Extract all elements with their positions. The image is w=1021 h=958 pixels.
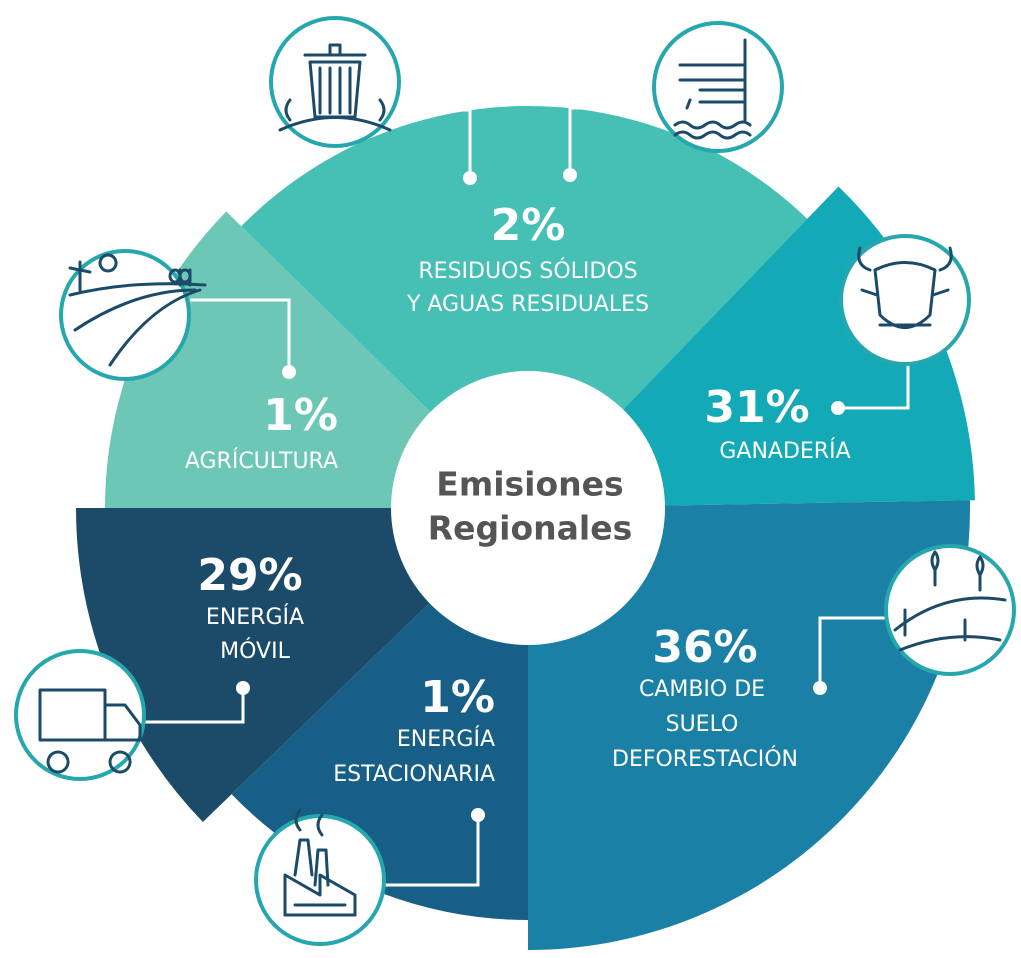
percent: 36% xyxy=(652,622,757,673)
icon-water xyxy=(652,21,784,153)
label: SUELO xyxy=(666,712,739,737)
label: AGRÍCULTURA xyxy=(185,448,338,474)
label: DEFORESTACIÓN xyxy=(612,746,798,772)
segment xyxy=(76,508,528,822)
percent: 1% xyxy=(263,390,338,441)
icon-factory xyxy=(254,808,386,946)
percent: 1% xyxy=(420,672,495,723)
percent: 29% xyxy=(197,550,302,601)
label: ENERGÍA xyxy=(206,604,304,630)
center-circle xyxy=(391,371,665,645)
icon-truck xyxy=(14,649,146,781)
icon-farm xyxy=(59,249,207,381)
center-title: Regionales xyxy=(428,509,633,548)
label: CAMBIO DE xyxy=(639,677,765,702)
icon-waste xyxy=(269,16,401,148)
label: ESTACIONARIA xyxy=(333,762,495,787)
label: MÓVIL xyxy=(220,638,290,664)
segment xyxy=(241,106,808,508)
percent: 31% xyxy=(704,382,809,433)
center-title: Emisiones xyxy=(436,465,623,504)
label: RESIDUOS SÓLIDOS xyxy=(418,258,637,284)
segment xyxy=(528,500,970,950)
label: Y AGUAS RESIDUALES xyxy=(406,292,649,317)
percent: 2% xyxy=(491,200,566,251)
icon-cow xyxy=(839,234,971,366)
label: GANADERÍA xyxy=(719,438,850,464)
icon-deforestation xyxy=(884,544,1016,676)
label: ENERGÍA xyxy=(397,726,495,752)
connectors xyxy=(145,106,910,887)
